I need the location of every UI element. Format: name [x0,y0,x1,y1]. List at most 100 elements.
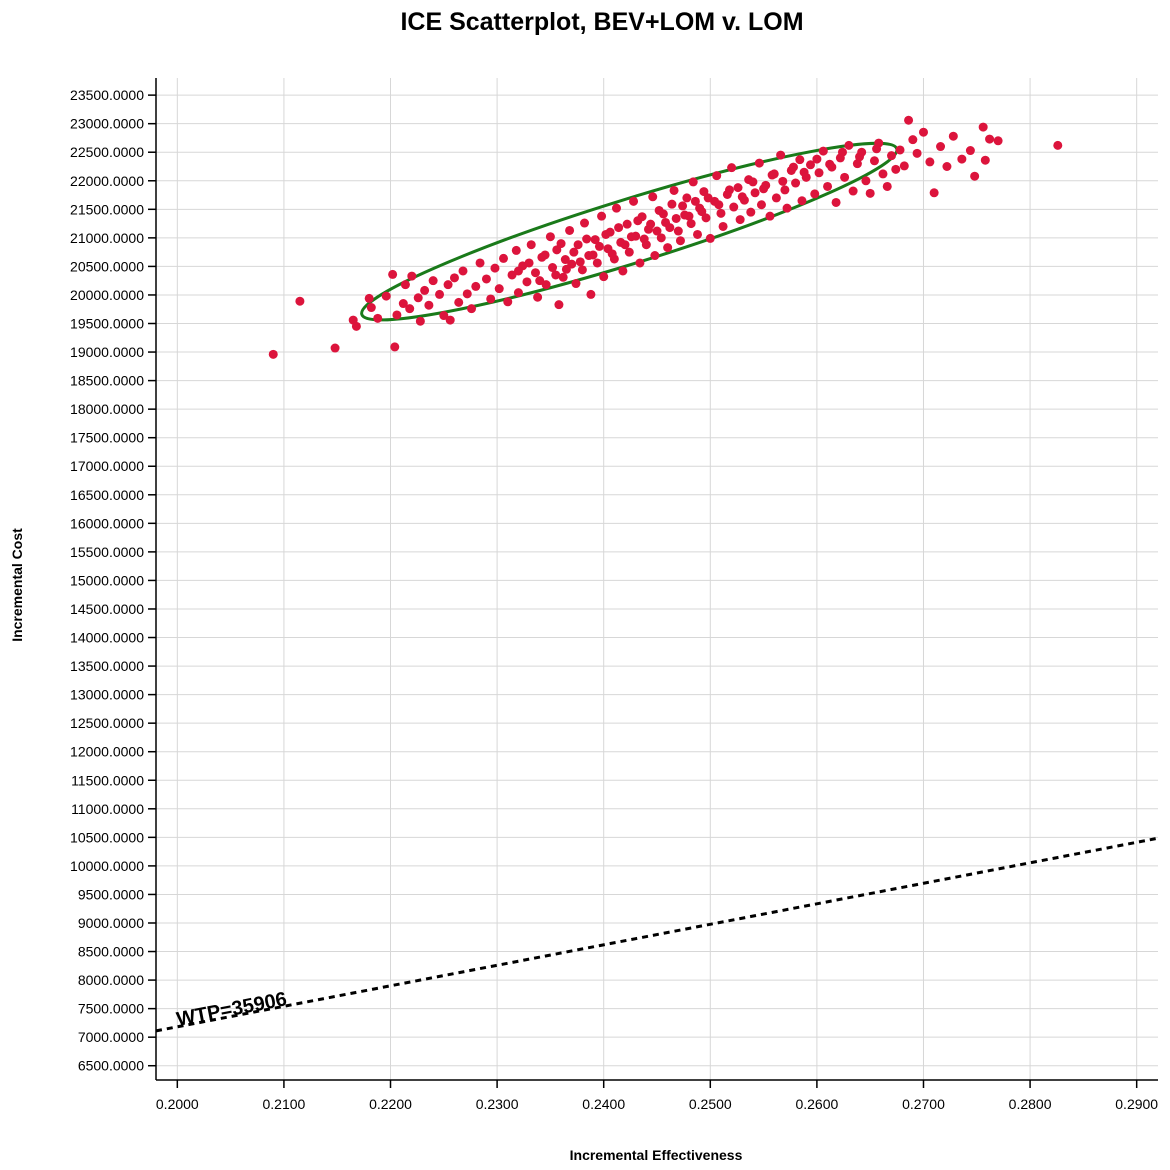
scatter-point [978,122,988,132]
y-tick-label: 13000.0000 [70,687,144,703]
scatter-point [714,200,724,210]
scatter-point [622,219,632,229]
scatter-point [970,171,980,181]
scatter-point [840,172,850,182]
y-tick-label: 19000.0000 [70,344,144,360]
scatter-point [872,144,882,154]
scatter-point [697,207,707,217]
scatter-point [445,315,455,325]
axes: 0.2000 0.2100 0.2200 0.2300 0.2400 0.2500 0.26… [70,78,1158,1112]
x-tick-label: 0.2900 [1115,1096,1158,1112]
x-tick-label: 0.2600 [795,1096,838,1112]
scatter-point [658,209,668,219]
y-tick-label: 12500.0000 [70,715,144,731]
scatter-point [852,159,862,169]
scatter-point [449,273,459,283]
scatter-point [929,188,939,198]
scatter-point [865,188,875,198]
y-tick-label: 21500.0000 [70,201,144,217]
scatter-point [556,239,566,249]
scatter-point [511,245,521,255]
y-tick-label: 11000.0000 [71,801,144,817]
scatter-point [788,162,798,172]
y-tick-label: 8500.0000 [78,944,144,960]
scatter-point [624,247,634,257]
scatter-point [594,241,604,251]
scatter-point [882,181,892,191]
scatter-point [577,265,587,275]
scatter-point [381,291,391,301]
y-tick-label: 17000.0000 [70,458,144,474]
scatter-point [650,251,660,261]
scatter-point [530,268,540,278]
scatter-point [778,176,788,186]
scatter-point [454,297,464,307]
scatter-point [814,168,824,178]
scatter-point [601,229,611,239]
x-tick-label: 0.2500 [689,1096,732,1112]
y-tick-label: 6500.0000 [78,1058,144,1074]
scatter-point [701,213,711,223]
scatter-point [980,155,990,165]
scatter-point [626,232,636,242]
scatter-point [582,234,592,244]
scatter-point [400,280,410,290]
y-tick-label: 14000.0000 [70,630,144,646]
scatter-point [678,201,688,211]
y-tick-label: 18000.0000 [70,401,144,417]
scatter-point [737,192,747,202]
scatter-point [771,193,781,203]
scatter-point [540,250,550,260]
chart-title: ICE Scatterplot, BEV+LOM v. LOM [400,8,803,36]
scatter-point [475,258,485,268]
scatter-point [513,266,523,276]
x-tick-label: 0.2000 [156,1096,199,1112]
y-tick-label: 7000.0000 [78,1029,144,1045]
scatter-point [405,304,415,314]
scatter-point [571,279,581,289]
scatter-point [614,223,624,233]
scatter-point [729,202,739,212]
y-tick-label: 17500.0000 [70,430,144,446]
wtp-label: WTP=35906 [175,988,289,1031]
y-tick-label: 12000.0000 [70,744,144,760]
scatter-point [439,311,449,321]
scatter-point [733,183,743,193]
y-tick-label: 16500.0000 [70,487,144,503]
scatter-point [471,281,481,291]
scatter-point [364,293,374,303]
scatter-point [823,181,833,191]
scatter-point [805,160,815,170]
scatter-point [503,297,513,307]
scatter-point [618,266,628,276]
wtp-line-group: WTP=35906 [155,836,1159,1033]
scatter-point [693,229,703,239]
scatter-point [590,235,600,245]
scatter-point [424,300,434,310]
scatter-point [580,218,590,228]
x-tick-label: 0.2100 [263,1096,306,1112]
scatter-point [727,163,737,173]
scatter-point [524,258,534,268]
scatter-point [486,294,496,304]
scatter-point [526,240,536,250]
scatter-point [458,266,468,276]
x-tick-label: 0.2400 [582,1096,625,1112]
x-tick-label: 0.2700 [902,1096,945,1112]
scatter-point [748,177,758,187]
x-axis-label: Incremental Effectiveness [570,1147,743,1163]
scatter-point [686,219,696,229]
scatter-point [575,257,585,267]
scatter-point [690,196,700,206]
scatter-point [818,146,828,156]
scatter-point [633,216,643,226]
y-tick-label: 13500.0000 [70,658,144,674]
scatter-point [825,159,835,169]
scatter-point [703,193,713,203]
scatter-point [268,349,278,359]
y-tick-label: 15500.0000 [70,544,144,560]
y-tick-label: 20000.0000 [70,287,144,303]
scatter-point [554,300,564,310]
scatter-point [965,146,975,156]
